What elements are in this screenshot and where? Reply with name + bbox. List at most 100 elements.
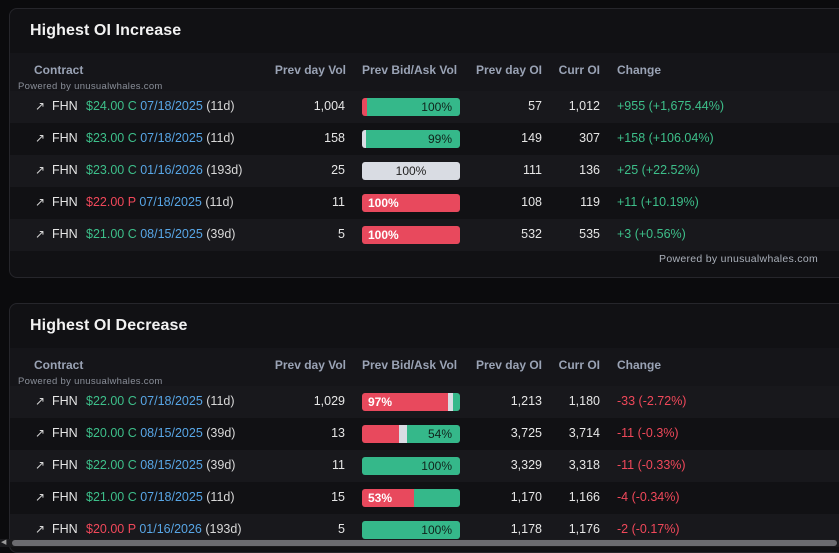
strike-price: $20.00 P bbox=[86, 522, 136, 536]
col-prev-day-oi[interactable]: Prev day OI bbox=[475, 358, 542, 372]
ticker-symbol[interactable]: FHN bbox=[52, 426, 78, 440]
ticker-symbol[interactable]: FHN bbox=[52, 99, 78, 113]
mid-segment bbox=[399, 425, 408, 443]
contract-description[interactable]: $21.00 C 08/15/2025 (39d) bbox=[86, 227, 235, 241]
days-to-expiry: (193d) bbox=[206, 163, 243, 177]
curr-oi: 535 bbox=[579, 227, 600, 241]
col-contract[interactable]: Contract bbox=[34, 358, 84, 372]
bid-ask-volume-bar: 100% bbox=[362, 162, 460, 180]
col-prev-day-vol[interactable]: Prev day Vol bbox=[274, 63, 346, 77]
external-link-arrow-icon[interactable]: ↗ bbox=[35, 458, 46, 472]
prev-day-vol: 13 bbox=[331, 426, 345, 440]
table-row[interactable]: ↗ FHN $20.00 C 08/15/2025 (39d) 13 54% 3,725 3… bbox=[10, 418, 839, 450]
days-to-expiry: (39d) bbox=[206, 227, 236, 241]
bid-segment bbox=[362, 98, 367, 116]
bid-ask-volume-bar: 100% bbox=[362, 521, 460, 539]
external-link-arrow-icon[interactable]: ↗ bbox=[35, 522, 46, 536]
contract-description[interactable]: $22.00 P 07/18/2025 (11d) bbox=[86, 195, 234, 209]
strike-price: $23.00 C bbox=[86, 131, 137, 145]
contract-description[interactable]: $23.00 C 01/16/2026 (193d) bbox=[86, 163, 242, 177]
col-prev-day-oi[interactable]: Prev day OI bbox=[475, 63, 542, 77]
col-contract[interactable]: Contract bbox=[34, 63, 84, 77]
external-link-arrow-icon[interactable]: ↗ bbox=[35, 490, 46, 504]
expiry-date: 08/15/2025 bbox=[140, 426, 203, 440]
powered-by-footer[interactable]: Powered by unusualwhales.com bbox=[659, 253, 818, 265]
col-change[interactable]: Change bbox=[617, 358, 662, 372]
card-title: Highest OI Decrease bbox=[30, 317, 188, 334]
days-to-expiry: (11d) bbox=[206, 131, 235, 145]
days-to-expiry: (39d) bbox=[206, 426, 236, 440]
table-row[interactable]: ↗ FHN $23.00 C 01/16/2026 (193d) 25 100% 111 1… bbox=[10, 155, 839, 187]
expiry-date: 07/18/2025 bbox=[139, 195, 202, 209]
external-link-arrow-icon[interactable]: ↗ bbox=[35, 99, 46, 113]
col-change[interactable]: Change bbox=[617, 63, 662, 77]
ticker-symbol[interactable]: FHN bbox=[52, 522, 78, 536]
col-curr-oi[interactable]: Curr OI bbox=[558, 358, 600, 372]
contract-description[interactable]: $23.00 C 07/18/2025 (11d) bbox=[86, 131, 235, 145]
external-link-arrow-icon[interactable]: ↗ bbox=[35, 131, 46, 145]
bar-percent-label: 100% bbox=[421, 100, 452, 114]
expiry-date: 08/15/2025 bbox=[140, 458, 203, 472]
strike-price: $22.00 C bbox=[86, 458, 137, 472]
prev-day-oi: 532 bbox=[521, 227, 542, 241]
prev-day-oi: 1,178 bbox=[510, 522, 542, 536]
scrollbar-thumb[interactable] bbox=[12, 540, 837, 546]
prev-day-oi: 57 bbox=[528, 99, 542, 113]
prev-day-vol: 158 bbox=[324, 131, 345, 145]
curr-oi: 136 bbox=[579, 163, 600, 177]
prev-day-vol: 11 bbox=[332, 195, 345, 209]
prev-day-vol: 5 bbox=[338, 522, 345, 536]
external-link-arrow-icon[interactable]: ↗ bbox=[35, 426, 46, 440]
oi-change: -11 (-0.3%) bbox=[617, 426, 679, 440]
ticker-symbol[interactable]: FHN bbox=[52, 458, 78, 472]
contract-description[interactable]: $22.00 C 08/15/2025 (39d) bbox=[86, 458, 235, 472]
prev-day-oi: 149 bbox=[521, 131, 542, 145]
col-prev-bid-ask-vol[interactable]: Prev Bid/Ask Vol bbox=[362, 63, 458, 77]
ticker-symbol[interactable]: FHN bbox=[52, 490, 78, 504]
col-curr-oi[interactable]: Curr OI bbox=[558, 63, 600, 77]
table-row[interactable]: ↗ FHN $23.00 C 07/18/2025 (11d) 158 99% 149 30… bbox=[10, 123, 839, 155]
mid-segment bbox=[362, 130, 366, 148]
strike-price: $23.00 C bbox=[86, 163, 137, 177]
curr-oi: 1,180 bbox=[568, 394, 600, 408]
bar-percent-label: 54% bbox=[427, 427, 452, 441]
oi-change: -33 (-2.72%) bbox=[617, 394, 687, 408]
ticker-symbol[interactable]: FHN bbox=[52, 131, 78, 145]
oi-change: +158 (+106.04%) bbox=[617, 131, 714, 145]
ticker-symbol[interactable]: FHN bbox=[52, 227, 78, 241]
bar-percent-label: 100% bbox=[395, 164, 427, 178]
table-row[interactable]: ↗ FHN $24.00 C 07/18/2025 (11d) 1,004 100% 57… bbox=[10, 91, 839, 123]
contract-description[interactable]: $20.00 P 01/16/2026 (193d) bbox=[86, 522, 242, 536]
table-row[interactable]: ↗ FHN $21.00 C 07/18/2025 (11d) 15 53% 1,170 1… bbox=[10, 482, 839, 514]
horizontal-scrollbar[interactable]: ◀ bbox=[0, 539, 839, 547]
ticker-symbol[interactable]: FHN bbox=[52, 394, 78, 408]
days-to-expiry: (11d) bbox=[205, 195, 234, 209]
expiry-date: 01/16/2026 bbox=[140, 163, 203, 177]
table-header: Contract Prev day Vol Prev Bid/Ask Vol P… bbox=[10, 348, 839, 388]
contract-description[interactable]: $22.00 C 07/18/2025 (11d) bbox=[86, 394, 235, 408]
strike-price: $24.00 C bbox=[86, 99, 137, 113]
contract-description[interactable]: $21.00 C 07/18/2025 (11d) bbox=[86, 490, 235, 504]
scroll-left-icon[interactable]: ◀ bbox=[1, 539, 7, 546]
table-row[interactable]: ↗ FHN $22.00 C 07/18/2025 (11d) 1,029 97% 1,2… bbox=[10, 386, 839, 418]
bar-percent-label: 100% bbox=[421, 523, 452, 537]
bar-percent-label: 100% bbox=[368, 228, 399, 242]
external-link-arrow-icon[interactable]: ↗ bbox=[35, 195, 46, 209]
table-row[interactable]: ↗ FHN $22.00 P 07/18/2025 (11d) 11 100% 108 11… bbox=[10, 187, 839, 219]
table-row[interactable]: ↗ FHN $22.00 C 08/15/2025 (39d) 11 100% 3,329… bbox=[10, 450, 839, 482]
external-link-arrow-icon[interactable]: ↗ bbox=[35, 394, 46, 408]
external-link-arrow-icon[interactable]: ↗ bbox=[35, 227, 46, 241]
oi-increase-rows: ↗ FHN $24.00 C 07/18/2025 (11d) 1,004 100% 57… bbox=[10, 91, 839, 251]
contract-description[interactable]: $24.00 C 07/18/2025 (11d) bbox=[86, 99, 235, 113]
contract-description[interactable]: $20.00 C 08/15/2025 (39d) bbox=[86, 426, 235, 440]
strike-price: $21.00 C bbox=[86, 490, 137, 504]
table-row[interactable]: ↗ FHN $21.00 C 08/15/2025 (39d) 5 100% 532 535… bbox=[10, 219, 839, 251]
external-link-arrow-icon[interactable]: ↗ bbox=[35, 163, 46, 177]
col-prev-bid-ask-vol[interactable]: Prev Bid/Ask Vol bbox=[362, 358, 458, 372]
expiry-date: 01/16/2026 bbox=[139, 522, 202, 536]
ticker-symbol[interactable]: FHN bbox=[52, 195, 78, 209]
bid-ask-volume-bar: 100% bbox=[362, 457, 460, 475]
days-to-expiry: (39d) bbox=[206, 458, 236, 472]
ticker-symbol[interactable]: FHN bbox=[52, 163, 78, 177]
col-prev-day-vol[interactable]: Prev day Vol bbox=[274, 358, 346, 372]
